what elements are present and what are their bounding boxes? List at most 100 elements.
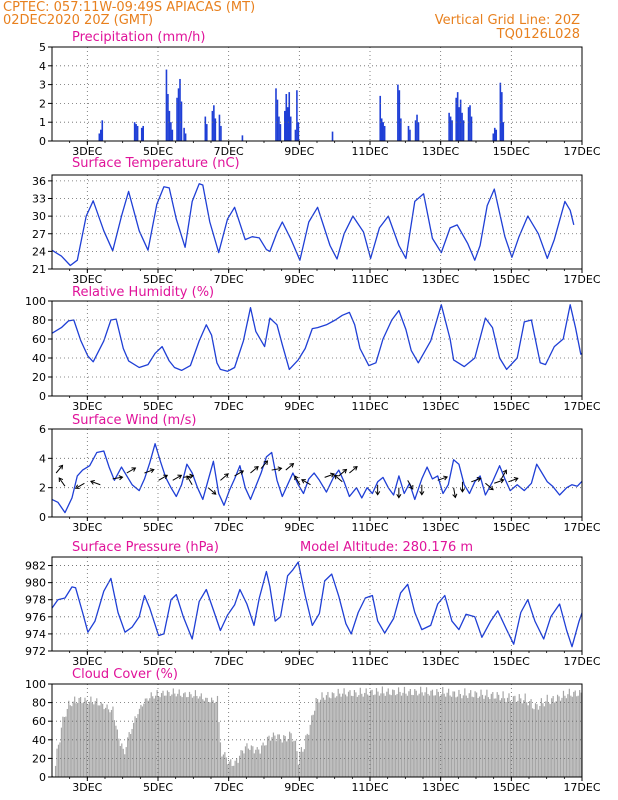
cloud-bar [230,759,232,777]
precip-bar [499,82,502,141]
pres-xtick-label: 11DEC [351,655,388,668]
cloud-bar [542,703,544,777]
precip-bar [171,129,174,141]
cloud-bar [118,738,120,777]
cloud-bar [543,706,545,777]
precip-xtick-label: 5DEC [143,145,173,158]
cloud-bar [568,688,570,777]
cloud-bar [85,700,88,777]
cloud-bar [565,698,568,777]
wind-ytick-label: 2 [39,482,46,495]
precip-bar [462,120,465,141]
precip-bar [469,105,471,141]
cloud-bar [415,690,417,777]
cloud-bar [97,705,99,777]
cloud-bar [193,696,195,777]
rh-ytick-label: 80 [32,314,46,327]
cloud-bar [558,696,560,777]
precip-grid [52,47,583,141]
rh-panel: Relative Humidity (%) 0 20 40 60 80 100 3DEC 5DE… [25,285,601,413]
cloud-bar [293,740,295,777]
cloud-bar [63,717,65,777]
wind-arrow-shaft [186,475,193,485]
cloud-bar [202,699,204,777]
cloud-bar [449,695,451,777]
cloud-bar [468,693,470,777]
cloud-ytick-label: 40 [32,734,46,747]
cloud-bar [243,753,245,777]
wind-arrow-shaft [207,487,217,495]
precip-bar [275,88,277,141]
cloud-bar [433,695,435,777]
cloud-bar [322,697,325,777]
precip-bar [176,97,178,141]
precip-bar [467,107,470,141]
precip-bar [205,124,208,141]
cloud-bar [493,698,495,777]
cloud-bar [355,692,357,777]
cloud-bar [200,693,202,777]
cloud-bar [54,765,57,777]
cloud-bar [446,692,448,777]
cloud-bar [116,729,118,777]
pres-ytick-label: 978 [25,594,46,607]
pres-ytick-label: 972 [25,645,46,658]
cloud-bar [392,689,394,777]
rh-xtick-label: 13DEC [422,400,459,413]
cloud-bar [275,741,277,777]
temp-title: Surface Temperature (nC) [72,156,240,171]
cloud-bar [567,694,569,777]
precip-bar [288,92,291,141]
rh-series [52,304,582,372]
wind-arrow [294,475,301,485]
cloud-xtick-label: 17DEC [563,781,600,794]
cloud-bar [255,749,257,777]
cloud-bar [427,693,429,777]
wind-arrow-shaft [324,473,335,478]
cloud-bar [291,741,294,777]
cloud-xtick-label: 11DEC [351,781,388,794]
cloud-bar [174,693,176,777]
cloud-bar [77,702,79,777]
cloud-bar [514,695,516,777]
cloud-bar [222,754,224,777]
precip-bar [502,122,505,141]
cloud-bar [368,695,370,777]
cloud-bar [150,692,152,777]
cloud-bar [138,708,141,777]
cloud-bar [395,695,397,777]
cloud-bar [185,697,188,777]
wind-arrow-shaft [294,475,301,485]
cloud-bar [62,716,64,777]
cloud-bar [56,748,58,777]
wind-arrow-shaft [437,476,448,481]
cloud-bar [339,693,341,777]
wind-arrow [301,479,311,486]
cloud-bar [384,695,386,777]
cloud-bar [428,695,431,777]
precip-bar [297,122,300,141]
cloud-bar [180,695,182,777]
precip-ytick-label: 5 [39,41,46,54]
pres-title: Surface Pressure (hPa) [72,540,219,555]
cloud-bar [234,760,236,777]
wind-arrow-head [375,491,381,496]
cloud-bar [343,688,345,777]
rh-frame [51,300,583,397]
cloud-bar [60,727,63,777]
wind-arrow-head [224,473,229,478]
precip-bar [101,120,104,141]
cloud-bar [141,706,144,777]
precip-bar [211,110,214,141]
cloud-bar [72,701,74,777]
temp-line [52,183,575,267]
cloud-bar [317,699,319,777]
model-altitude-label: Model Altitude: 280.176 m [300,540,473,555]
cloud-bar [289,731,291,777]
cloud-bar [347,691,350,777]
cloud-bar [439,696,441,777]
precip-bar [380,118,383,141]
pres-xtick-label: 7DEC [214,655,244,668]
cloud-xtick-label: 9DEC [284,781,314,794]
cloud-bar [372,695,375,777]
